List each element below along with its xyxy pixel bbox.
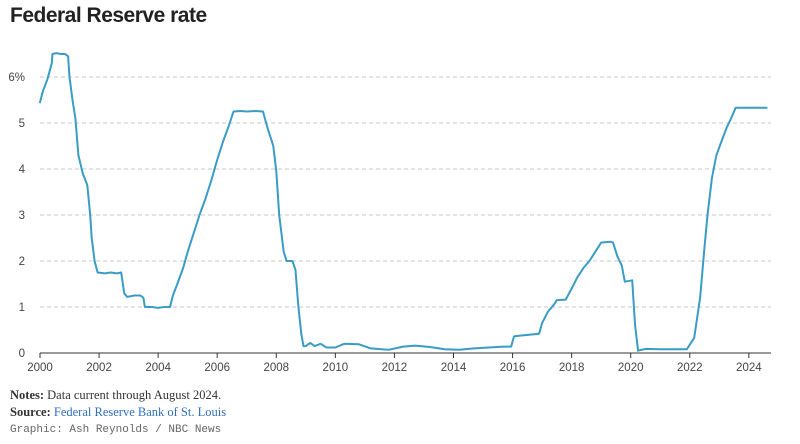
y-tick-label: 4: [19, 164, 26, 176]
source-label: Source:: [10, 405, 51, 419]
x-tick-label: 2006: [204, 362, 230, 374]
x-tick-label: 2008: [263, 362, 289, 374]
x-tick-label: 2000: [27, 362, 53, 374]
y-tick-label: 0: [19, 348, 25, 360]
x-tick-label: 2004: [145, 362, 171, 374]
y-tick-label: 2: [19, 256, 25, 268]
x-tick-label: 2014: [441, 362, 467, 374]
tick-labels: 0 1 2 3 4 5 6% 2000 2002 2004 2006 2008 2010 2012 2014…: [8, 72, 762, 374]
x-axis: [39, 352, 771, 358]
source-link[interactable]: Federal Reserve Bank of St. Louis: [53, 405, 227, 419]
graphic-credit: Graphic: Ash Reynolds / NBC News: [10, 424, 222, 436]
chart-source: Source: Federal Reserve Bank of St. Loui…: [10, 405, 226, 420]
x-tick-label: 2002: [86, 362, 112, 374]
y-tick-label: 3: [19, 210, 25, 222]
y-tick-label: 5: [19, 118, 25, 130]
notes-label: Notes:: [10, 388, 45, 402]
gridlines: [40, 76, 771, 308]
x-tick-label: 2010: [323, 362, 349, 374]
chart-title: Federal Reserve rate: [10, 4, 207, 27]
x-tick-label: 2018: [559, 362, 585, 374]
x-tick-label: 2016: [500, 362, 526, 374]
x-tick-label: 2012: [382, 362, 408, 374]
series-line-0: [39, 52, 768, 352]
x-tick-label: 2022: [677, 362, 703, 374]
series-layer: [39, 52, 768, 352]
x-tick-label: 2020: [618, 362, 644, 374]
y-tick-label: 6%: [8, 72, 25, 84]
x-tick-label: 2024: [736, 362, 762, 374]
y-tick-label: 1: [19, 302, 25, 314]
chart-notes: Notes: Data current through August 2024.: [10, 388, 221, 403]
notes-text: Data current through August 2024.: [47, 388, 222, 402]
